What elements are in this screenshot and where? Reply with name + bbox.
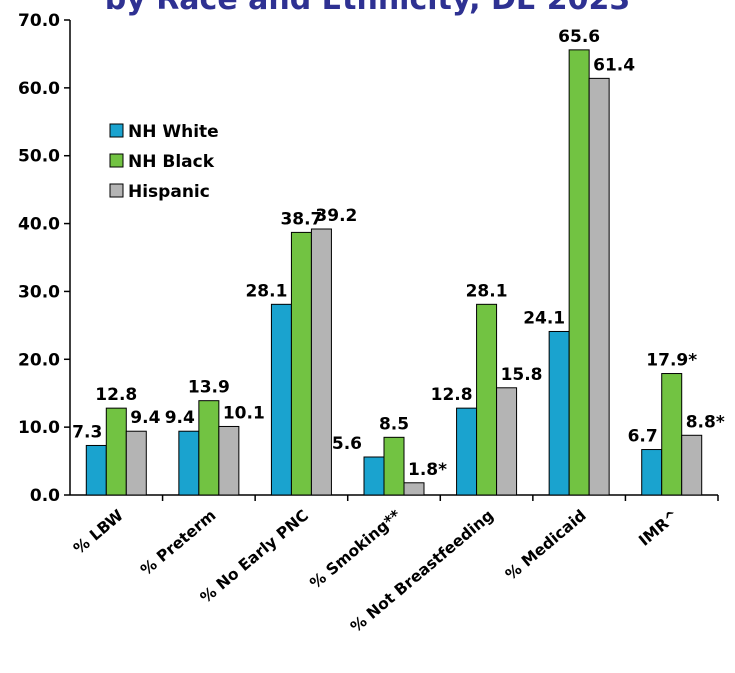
bar-nh-black-lbw [105, 407, 127, 496]
x-category-label: % Medicaid [502, 506, 590, 584]
data-label-nh-white-imr: 6.7 [628, 427, 658, 447]
data-label-nh-white-smoking: 5.6 [332, 434, 362, 454]
bar-hispanic-imr [681, 434, 703, 496]
x-category-label: % Smoking** [307, 506, 405, 592]
y-tick-label: 0.0 [30, 486, 60, 506]
legend-label-hispanic: Hispanic [128, 182, 210, 202]
data-label-nh-black-preterm: 13.9 [188, 378, 230, 398]
bar-nh-black-no-early-pnc [290, 231, 312, 496]
data-label-nh-black-smoking: 8.5 [379, 414, 409, 434]
y-tick-label: 20.0 [18, 350, 60, 370]
data-label-hispanic-imr: 8.8* [686, 412, 725, 432]
bar-nh-white-imr [641, 449, 663, 496]
data-label-hispanic-medicaid: 61.4 [593, 55, 635, 75]
bar-nh-white-not-breastfeeding [456, 407, 478, 496]
y-tick-label: 70.0 [18, 11, 60, 31]
data-label-hispanic-preterm: 10.1 [223, 403, 265, 423]
data-label-nh-white-preterm: 9.4 [165, 408, 195, 428]
data-label-hispanic-lbw: 9.4 [130, 408, 160, 428]
x-axis-categories: % LBW% Preterm% No Early PNC% Smoking**%… [70, 506, 682, 636]
data-label-hispanic-not-breastfeeding: 15.8 [501, 365, 543, 385]
bar-hispanic-lbw [125, 430, 147, 496]
legend-label-nh-black: NH Black [128, 152, 215, 172]
data-label-nh-white-no-early-pnc: 28.1 [245, 281, 287, 301]
data-label-nh-white-medicaid: 24.1 [523, 308, 565, 328]
bar-hispanic-medicaid [588, 77, 610, 496]
data-label-nh-black-no-early-pnc: 38.7 [280, 209, 322, 229]
bar-nh-black-preterm [198, 400, 220, 496]
data-label-nh-white-not-breastfeeding: 12.8 [431, 385, 473, 405]
data-label-hispanic-smoking: 1.8* [408, 460, 447, 480]
bar-nh-white-medicaid [548, 330, 570, 496]
y-tick-label: 60.0 [18, 79, 60, 99]
x-category-label: IMR^ [635, 506, 682, 549]
y-tick-label: 50.0 [18, 147, 60, 167]
data-labels: 7.3 12.8 9.4 9.4 13.9 10.1 28.1 38.739.2 5.6 8.5 1… [72, 27, 725, 480]
bar-nh-black-medicaid [568, 49, 590, 496]
bar-hispanic-no-early-pnc [310, 228, 332, 496]
legend-swatch-nh-black [109, 153, 124, 168]
bar-nh-black-smoking [383, 436, 405, 496]
data-label-nh-black-imr: 17.9* [646, 351, 697, 371]
bar-nh-black-imr [661, 373, 683, 496]
bars [85, 49, 703, 496]
bar-hispanic-smoking [403, 482, 425, 496]
data-label-nh-black-medicaid: 65.6 [558, 27, 600, 47]
legend-swatch-hispanic [109, 183, 124, 198]
y-axis-ticks: 0.0 10.0 20.0 30.0 40.0 50.0 60.0 70.0 [18, 11, 70, 506]
data-label-nh-black-not-breastfeeding: 28.1 [466, 281, 508, 301]
legend-label-nh-white: NH White [128, 122, 219, 142]
y-tick-label: 40.0 [18, 215, 60, 235]
y-tick-label: 10.0 [18, 418, 60, 438]
bar-nh-white-smoking [363, 456, 385, 496]
bar-nh-white-no-early-pnc [270, 303, 292, 496]
data-label-nh-black-lbw: 12.8 [95, 385, 137, 405]
bar-hispanic-preterm [218, 425, 240, 496]
legend-swatch-nh-white [109, 123, 124, 138]
bar-hispanic-not-breastfeeding [496, 387, 518, 496]
data-label-hispanic-no-early-pnc: 39.2 [315, 206, 357, 226]
chart-title: by Race and Ethnicity, DE 2023 [0, 0, 735, 18]
data-label-nh-white-lbw: 7.3 [72, 422, 102, 442]
x-category-label: % LBW [70, 506, 127, 558]
legend: NH White NH Black Hispanic [109, 122, 219, 202]
bar-nh-black-not-breastfeeding [476, 303, 498, 496]
bar-nh-white-lbw [85, 444, 107, 496]
y-tick-label: 30.0 [18, 282, 60, 302]
bar-nh-white-preterm [178, 430, 200, 496]
x-category-label: % Preterm [137, 506, 219, 579]
